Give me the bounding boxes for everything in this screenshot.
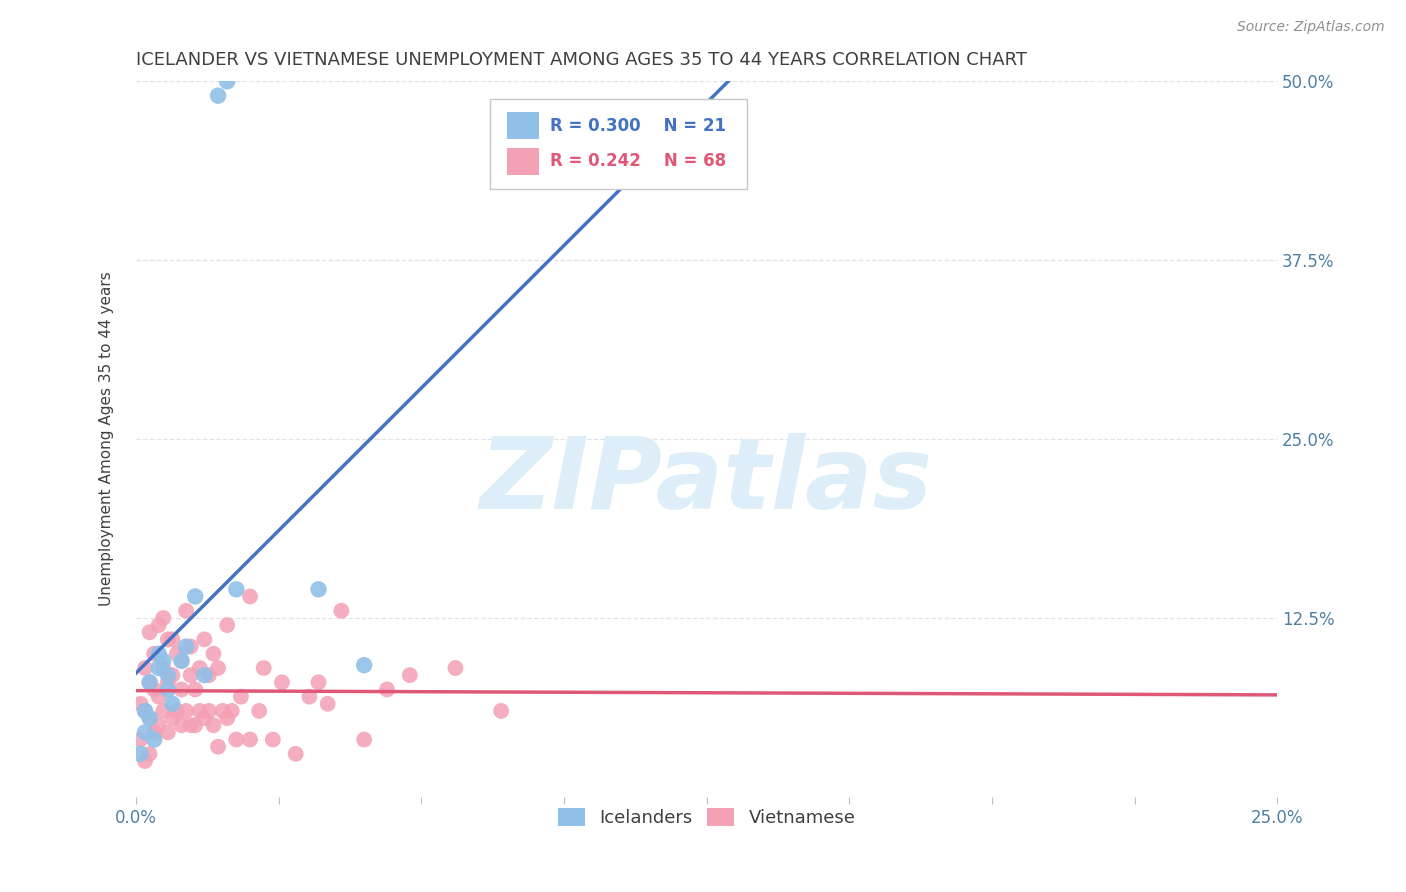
Point: [162, 632, 184, 647]
Point: [184, 718, 207, 732]
Point: [207, 661, 229, 675]
Point: [170, 718, 193, 732]
FancyBboxPatch shape: [489, 99, 747, 189]
Point: [174, 640, 197, 654]
Point: [217, 618, 239, 632]
Point: [143, 647, 166, 661]
Point: [148, 618, 170, 632]
Point: [239, 732, 262, 747]
Point: [180, 718, 202, 732]
Point: [134, 754, 156, 768]
Point: [207, 739, 229, 754]
Point: [247, 704, 270, 718]
Text: R = 0.300    N = 21: R = 0.300 N = 21: [550, 117, 727, 135]
Point: [170, 682, 193, 697]
Text: Source: ZipAtlas.com: Source: ZipAtlas.com: [1237, 20, 1385, 34]
Point: [152, 661, 174, 675]
Point: [152, 654, 174, 668]
Point: [217, 74, 239, 88]
Point: [138, 625, 160, 640]
Point: [239, 590, 262, 604]
Y-axis label: Unemployment Among Ages 35 to 44 years: Unemployment Among Ages 35 to 44 years: [100, 272, 114, 607]
Point: [221, 704, 243, 718]
Point: [193, 668, 215, 682]
Point: [162, 668, 184, 682]
Point: [138, 747, 160, 761]
Text: R = 0.242    N = 68: R = 0.242 N = 68: [550, 153, 727, 170]
Point: [156, 682, 179, 697]
Point: [298, 690, 321, 704]
Point: [134, 725, 156, 739]
Point: [156, 632, 179, 647]
Point: [129, 747, 152, 761]
Point: [198, 704, 221, 718]
Point: [162, 697, 184, 711]
Point: [174, 604, 197, 618]
Point: [193, 632, 215, 647]
Point: [138, 711, 160, 725]
Point: [202, 718, 225, 732]
Point: [207, 88, 229, 103]
Point: [330, 604, 353, 618]
Point: [198, 668, 221, 682]
Bar: [506, 112, 538, 139]
Point: [184, 590, 207, 604]
Point: [134, 661, 156, 675]
Point: [138, 675, 160, 690]
Legend: Icelanders, Vietnamese: Icelanders, Vietnamese: [551, 800, 863, 834]
Point: [143, 732, 166, 747]
Point: [170, 654, 193, 668]
Point: [180, 668, 202, 682]
Text: ZIPatlas: ZIPatlas: [479, 434, 934, 531]
Point: [148, 718, 170, 732]
Point: [202, 647, 225, 661]
Point: [211, 704, 233, 718]
Point: [143, 682, 166, 697]
Point: [398, 668, 420, 682]
Point: [148, 647, 170, 661]
Point: [180, 640, 202, 654]
Point: [138, 711, 160, 725]
Point: [156, 725, 179, 739]
Point: [148, 690, 170, 704]
Point: [262, 732, 284, 747]
Point: [162, 711, 184, 725]
Point: [253, 661, 276, 675]
Point: [225, 582, 247, 597]
Bar: [506, 148, 538, 175]
Point: [193, 711, 215, 725]
Point: [316, 697, 339, 711]
Point: [308, 582, 330, 597]
Point: [184, 682, 207, 697]
Point: [129, 732, 152, 747]
Point: [166, 704, 188, 718]
Point: [170, 654, 193, 668]
Point: [188, 704, 211, 718]
Point: [143, 725, 166, 739]
Point: [217, 711, 239, 725]
Point: [138, 675, 160, 690]
Point: [156, 668, 179, 682]
Point: [375, 682, 398, 697]
Point: [229, 690, 252, 704]
Point: [152, 611, 174, 625]
Point: [134, 704, 156, 718]
Point: [166, 647, 188, 661]
Text: ICELANDER VS VIETNAMESE UNEMPLOYMENT AMONG AGES 35 TO 44 YEARS CORRELATION CHART: ICELANDER VS VIETNAMESE UNEMPLOYMENT AMO…: [136, 51, 1026, 69]
Point: [489, 704, 512, 718]
Point: [129, 697, 152, 711]
Point: [148, 661, 170, 675]
Point: [225, 732, 247, 747]
Point: [188, 661, 211, 675]
Point: [134, 704, 156, 718]
Point: [353, 658, 375, 673]
Point: [156, 675, 179, 690]
Point: [271, 675, 294, 690]
Point: [444, 661, 467, 675]
Point: [308, 675, 330, 690]
Point: [353, 732, 375, 747]
Point: [174, 704, 197, 718]
Point: [284, 747, 307, 761]
Point: [152, 704, 174, 718]
